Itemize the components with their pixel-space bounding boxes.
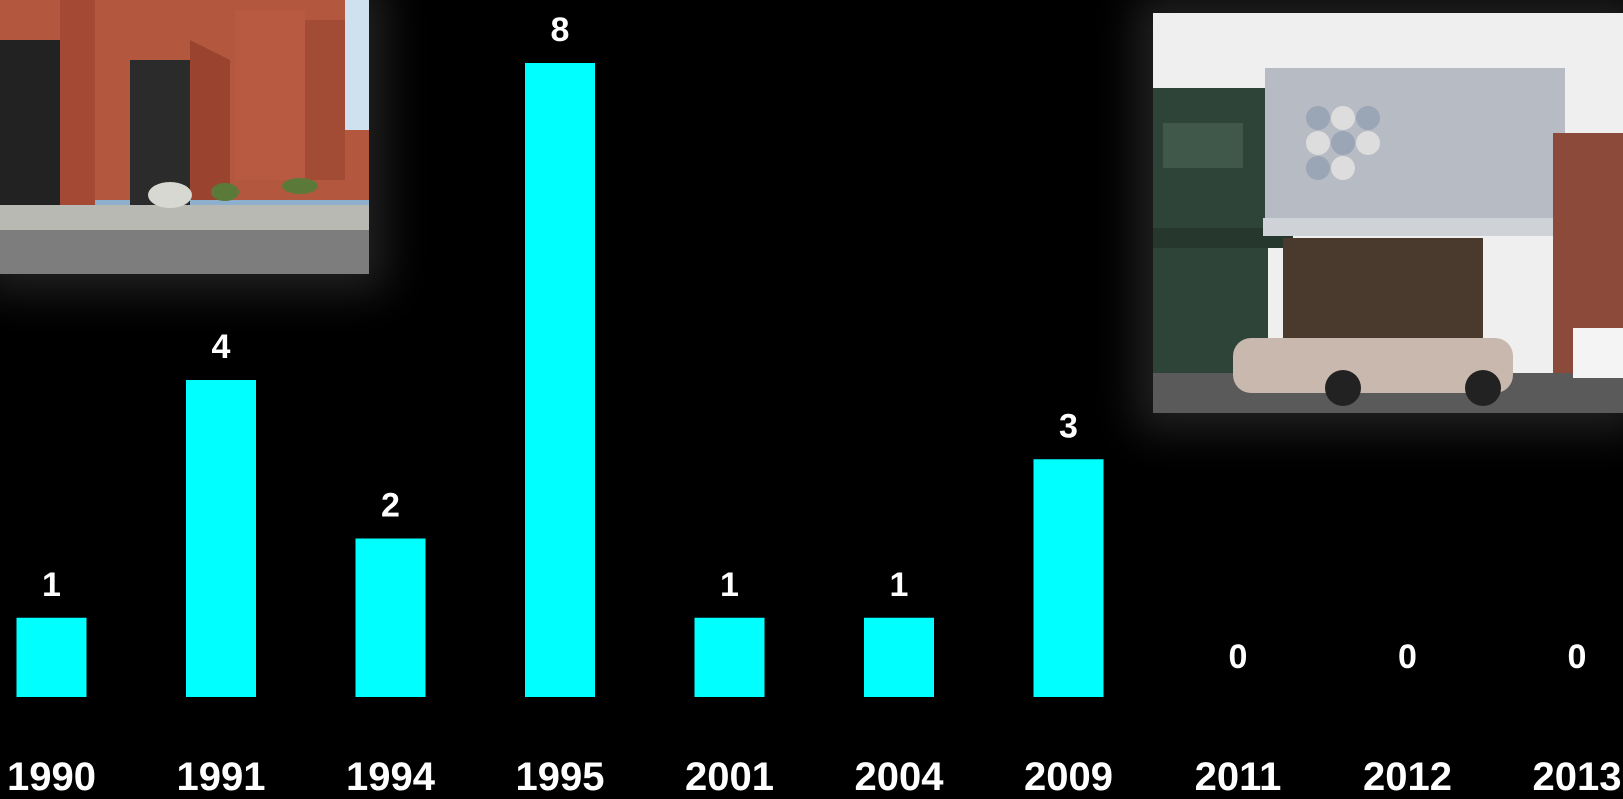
brick-building-photo <box>0 0 369 274</box>
bars-layer <box>16 63 1104 697</box>
value-label-2009: 3 <box>1059 407 1078 445</box>
bar-1994 <box>355 538 426 697</box>
value-label-2004: 1 <box>890 566 909 604</box>
category-label-2013: 2013 <box>1533 755 1622 799</box>
bar-2001 <box>694 617 765 697</box>
category-label-2004: 2004 <box>855 755 945 799</box>
value-label-2012: 0 <box>1398 638 1417 676</box>
category-label-2001: 2001 <box>685 755 774 799</box>
category-label-1991: 1991 <box>177 755 266 799</box>
value-label-1991: 4 <box>212 328 231 366</box>
value-label-2011: 0 <box>1229 638 1248 676</box>
bar-2009 <box>1033 459 1104 697</box>
category-label-2011: 2011 <box>1195 755 1282 799</box>
category-label-1990: 1990 <box>7 755 96 799</box>
category-label-2009: 2009 <box>1024 755 1113 799</box>
value-label-1994: 2 <box>381 487 400 525</box>
bar-2004 <box>864 617 934 697</box>
storefront-photo <box>1153 13 1623 413</box>
value-label-1995: 8 <box>551 11 570 49</box>
category-labels-layer: 1990 1991 1994 1995 2001 2004 2009 2011 2012 2013 <box>7 755 1621 799</box>
value-labels-layer: 1 4 2 8 1 1 3 0 0 0 <box>42 11 1586 676</box>
bar-1990 <box>16 617 87 697</box>
value-label-2013: 0 <box>1568 638 1587 676</box>
category-label-2012: 2012 <box>1363 755 1452 799</box>
category-label-1994: 1994 <box>346 755 436 799</box>
value-label-1990: 1 <box>42 566 61 604</box>
category-label-1995: 1995 <box>516 755 605 799</box>
value-label-2001: 1 <box>720 566 739 604</box>
bar-1995 <box>525 63 595 697</box>
bar-1991 <box>186 380 256 697</box>
